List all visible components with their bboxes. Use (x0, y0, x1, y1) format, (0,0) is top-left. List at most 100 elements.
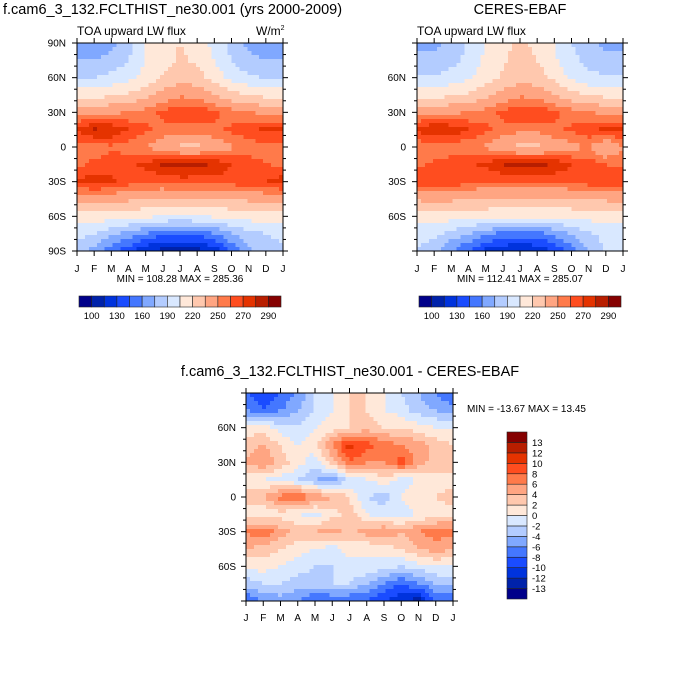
contour-cell (420, 199, 426, 204)
contour-cell (516, 199, 521, 204)
contour-cell (619, 99, 624, 104)
contour-cell (468, 155, 474, 160)
contour-cell (547, 207, 553, 212)
contour-cell (599, 179, 604, 184)
contour-cell (559, 87, 565, 92)
contour-cell (136, 91, 141, 96)
contour-cell (191, 87, 197, 92)
contour-cell (176, 171, 181, 176)
contour-cell (191, 239, 197, 244)
contour-cell (120, 171, 126, 176)
contour-cell (527, 115, 533, 120)
contour-cell (144, 175, 149, 180)
contour-cell (615, 159, 620, 164)
contour-cell (488, 95, 493, 100)
contour-cell (172, 151, 177, 156)
contour-cell (144, 123, 149, 128)
contour-cell (128, 119, 134, 124)
contour-cell (164, 235, 169, 240)
contour-cell (195, 215, 201, 220)
contour-cell (468, 103, 474, 108)
contour-cell (215, 235, 221, 240)
contour-cell (227, 239, 233, 244)
contour-cell (583, 91, 588, 96)
contour-cell (619, 171, 624, 176)
contour-cell (516, 79, 521, 84)
contour-cell (611, 187, 616, 192)
contour-cell (215, 231, 221, 236)
contour-cell (488, 143, 493, 148)
contour-cell (523, 111, 529, 116)
contour-cell (80, 95, 86, 100)
contour-cell (611, 191, 616, 196)
contour-cell (563, 43, 569, 48)
contour-cell (587, 179, 592, 184)
contour-cell (152, 179, 157, 184)
contour-cell (575, 151, 581, 156)
contour-cell (168, 71, 173, 76)
contour-cell (156, 243, 161, 248)
contour-cell (464, 59, 470, 64)
contour-cell (559, 99, 565, 104)
contour-cell (77, 139, 82, 144)
contour-cell (191, 95, 197, 100)
contour-cell (251, 79, 256, 84)
contour-cell (183, 135, 189, 140)
contour-cell (144, 219, 149, 224)
contour-cell (164, 195, 169, 200)
contour-cell (488, 71, 493, 76)
contour-cell (527, 135, 533, 140)
contour-cell (512, 163, 517, 168)
contour-cell (96, 203, 102, 208)
contour-cell (539, 179, 545, 184)
contour-cell (476, 171, 481, 176)
contour-cell (619, 47, 624, 52)
contour-cell (420, 43, 426, 48)
contour-cell (279, 211, 284, 216)
contour-cell (100, 171, 106, 176)
contour-cell (444, 47, 450, 52)
contour-cell (448, 119, 454, 124)
contour-cell (164, 99, 169, 104)
contour-cell (575, 103, 581, 108)
contour-cell (88, 219, 94, 224)
contour-cell (251, 75, 256, 80)
contour-cell (124, 151, 130, 156)
contour-cell (460, 71, 466, 76)
contour-cell (180, 119, 185, 124)
contour-cell (191, 163, 197, 168)
contour-cell (88, 131, 94, 136)
contour-cell (263, 171, 268, 176)
contour-cell (440, 207, 446, 212)
contour-cell (203, 223, 209, 228)
contour-cell (160, 87, 165, 92)
contour-cell (551, 115, 557, 120)
contour-cell (132, 171, 138, 176)
contour-cell (615, 107, 620, 112)
contour-cell (567, 167, 573, 172)
contour-cell (583, 155, 588, 160)
contour-cell (452, 51, 458, 56)
contour-cell (219, 59, 225, 64)
colorbar-label: 100 (84, 311, 100, 322)
contour-cell (492, 63, 497, 68)
contour-cell (492, 43, 497, 48)
contour-cell (500, 95, 505, 100)
contour-cell (472, 75, 478, 80)
contour-cell (255, 87, 260, 92)
contour-cell (176, 83, 181, 88)
contour-cell (504, 191, 509, 196)
contour-cell (235, 155, 241, 160)
contour-cell (583, 71, 588, 76)
contour-cell (235, 219, 241, 224)
contour-cell (199, 123, 205, 128)
contour-cell (619, 195, 624, 200)
contour-cell (551, 67, 557, 72)
contour-cell (603, 95, 608, 100)
contour-cell (80, 179, 86, 184)
contour-cell (267, 247, 272, 252)
contour-cell (164, 159, 169, 164)
contour-cell (144, 127, 149, 132)
contour-cell (531, 195, 537, 200)
contour-cell (543, 191, 549, 196)
